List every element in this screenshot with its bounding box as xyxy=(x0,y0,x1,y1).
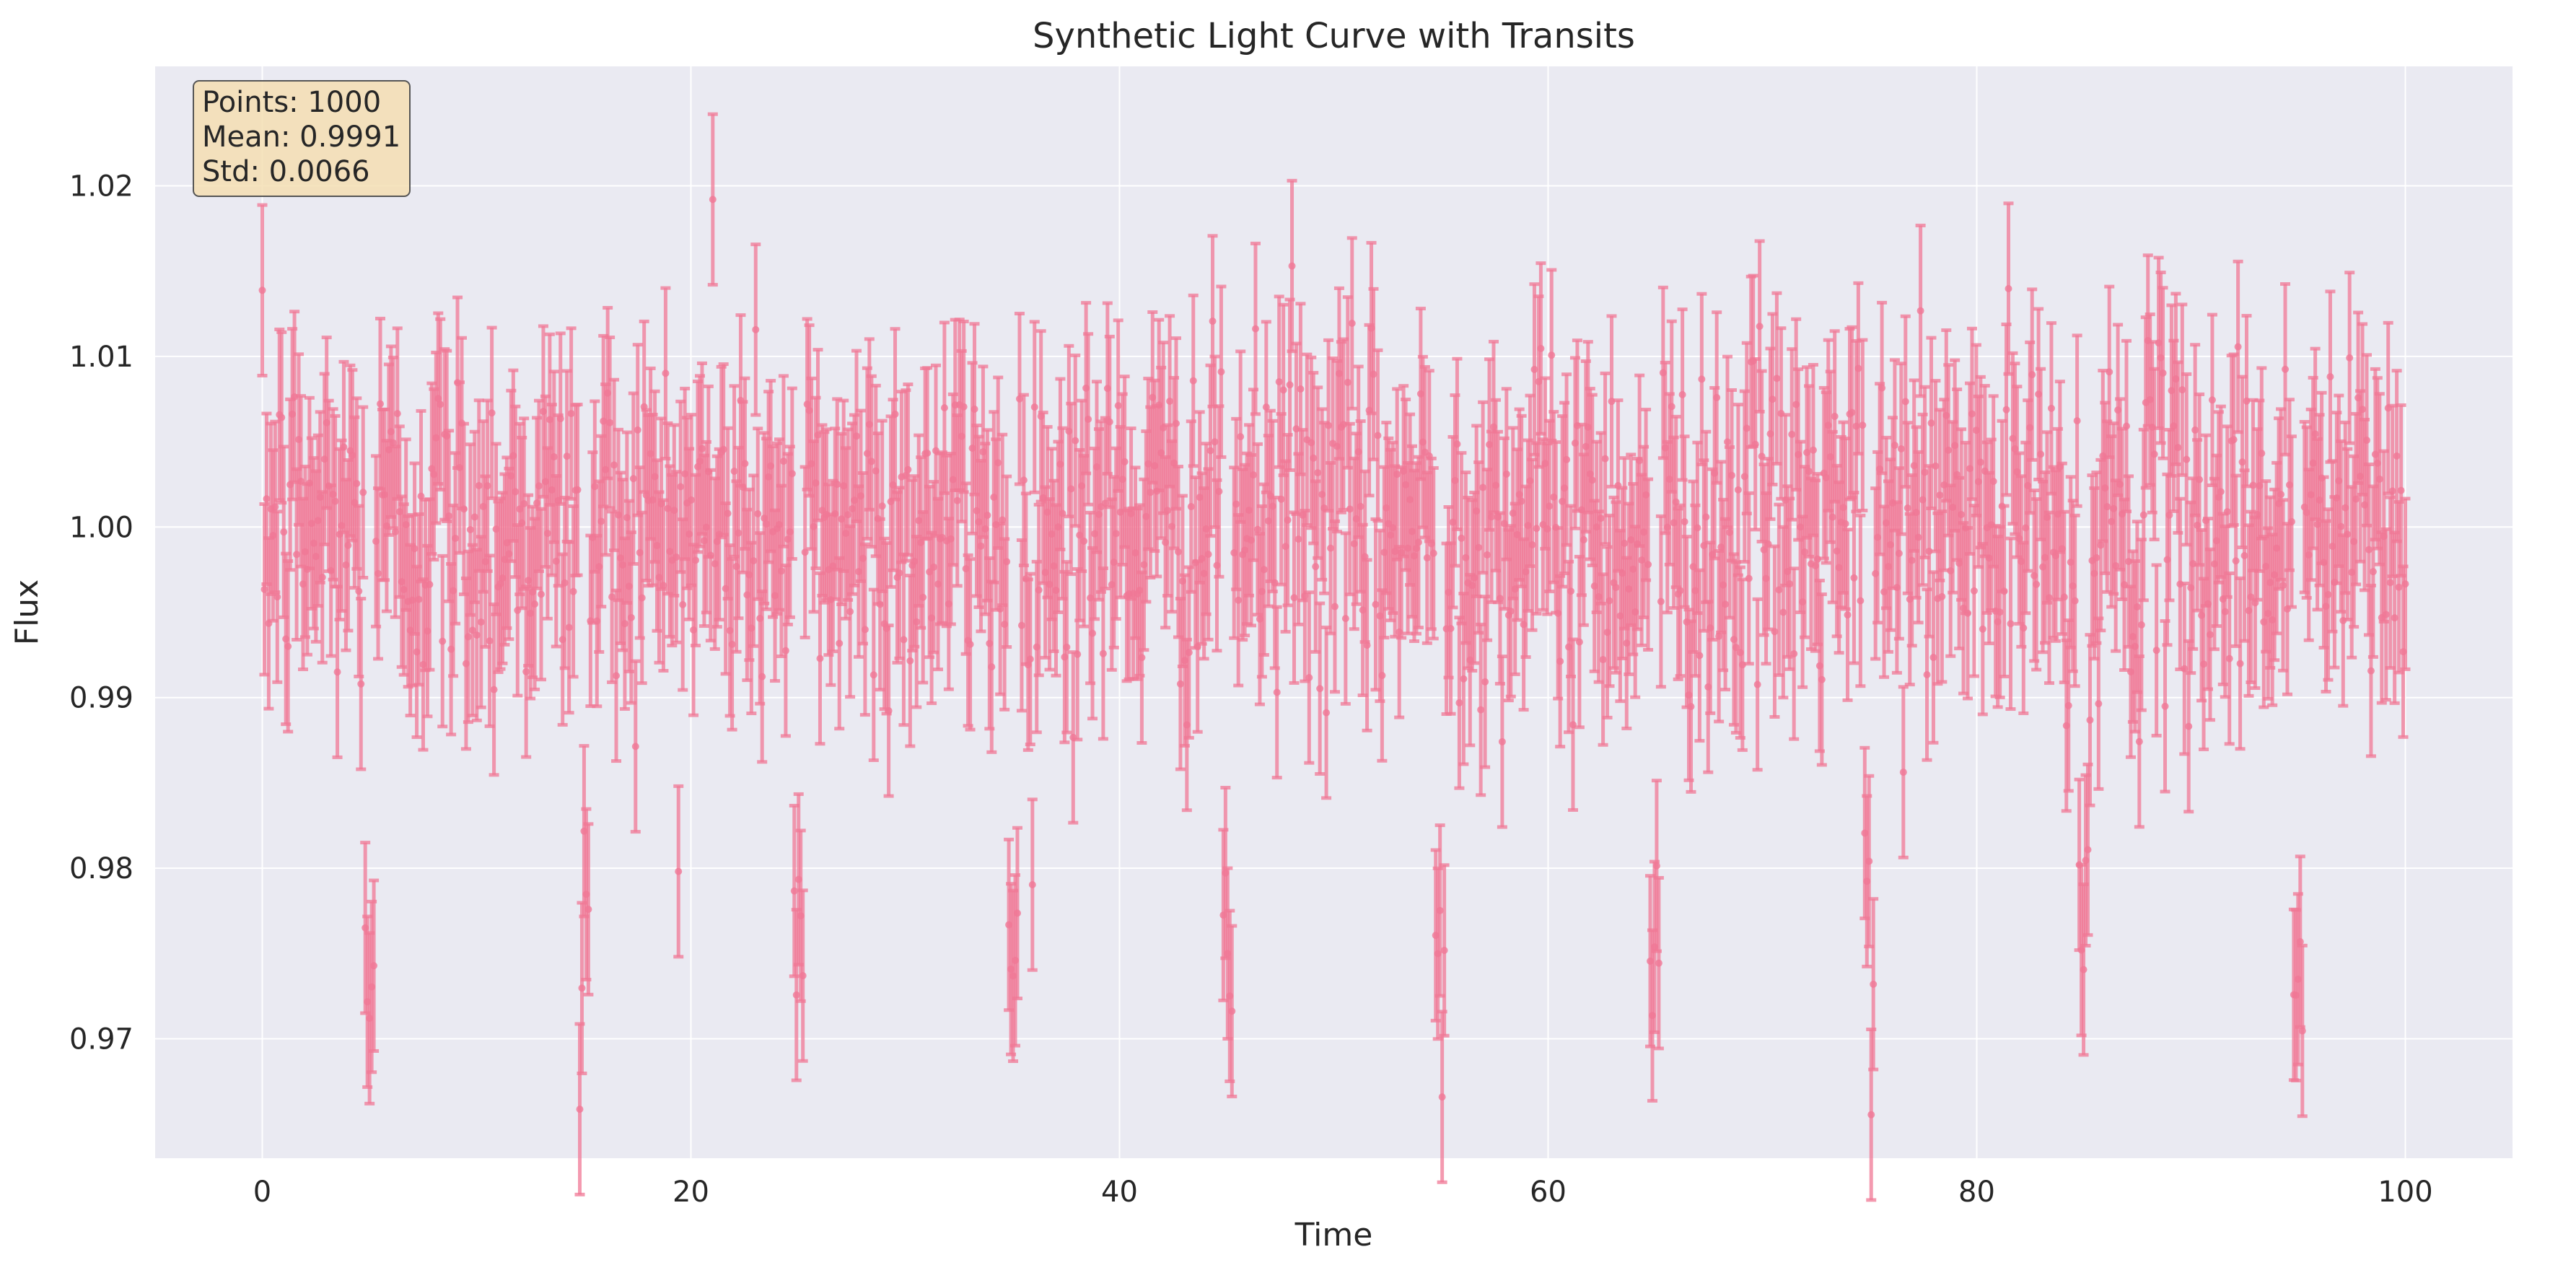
x-tick-label: 80 xyxy=(1958,1176,1995,1209)
x-tick-label: 60 xyxy=(1530,1176,1567,1209)
chart-title: Synthetic Light Curve with Transits xyxy=(1033,16,1635,56)
x-axis-label: Time xyxy=(1294,1217,1373,1253)
y-tick-label: 0.99 xyxy=(69,682,133,715)
x-tick-label: 40 xyxy=(1101,1176,1138,1209)
stats-std-text: Std: 0.0066 xyxy=(202,155,370,188)
stats-box: Points: 1000 Mean: 0.9991 Std: 0.0066 xyxy=(193,81,410,196)
x-tick-label: 100 xyxy=(2378,1176,2432,1209)
x-tick-label: 20 xyxy=(673,1176,709,1209)
stats-mean-text: Mean: 0.9991 xyxy=(202,121,400,154)
y-tick-label: 1.00 xyxy=(69,511,133,544)
y-tick-label: 0.98 xyxy=(69,852,133,885)
x-tick-label: 0 xyxy=(253,1176,271,1209)
y-tick-label: 1.02 xyxy=(69,170,133,203)
y-tick-label: 0.97 xyxy=(69,1023,133,1056)
y-axis-label: Flux xyxy=(9,579,45,645)
y-tick-label: 1.01 xyxy=(69,341,133,374)
stats-points-text: Points: 1000 xyxy=(202,86,381,119)
